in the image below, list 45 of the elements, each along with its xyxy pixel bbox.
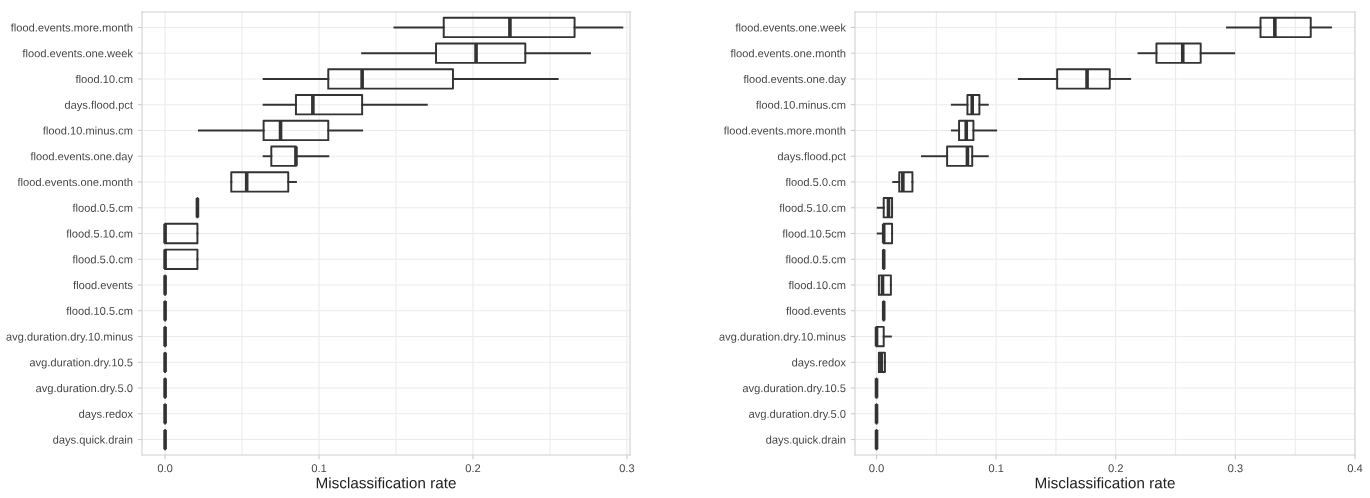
- y-tick-label: flood.events.one.day: [30, 152, 133, 163]
- x-tick-label: 0.3: [1228, 464, 1243, 473]
- x-tick-label: 0.3: [619, 464, 635, 473]
- x-axis-title: Misclassification rate: [316, 477, 456, 489]
- x-tick-label: 0.1: [311, 464, 327, 473]
- y-tick-label: flood.0.5.cm: [785, 255, 846, 264]
- y-tick-label: avg.duration.dry.10.5: [29, 358, 133, 369]
- y-tick-label: days.quick.drain: [766, 435, 846, 446]
- y-tick-label: avg.duration.dry.5.0: [749, 409, 846, 421]
- y-tick-label: days.flood.pct: [777, 152, 846, 163]
- y-tick-label: avg.duration.dry.10.minus: [6, 332, 133, 343]
- y-tick-label: flood.10.cm: [788, 280, 846, 290]
- y-tick-label: flood.events.one.week: [22, 49, 133, 58]
- x-tick-label: 0.2: [1108, 464, 1123, 473]
- y-tick-label: flood.events.one.month: [17, 177, 133, 187]
- y-tick-label: flood.events.more.month: [723, 126, 846, 135]
- y-tick-label: flood.10.minus.cm: [42, 126, 133, 135]
- y-tick-label: flood.events.one.month: [730, 49, 846, 58]
- y-tick-label: flood.events: [786, 306, 846, 315]
- y-tick-label: flood.5.0.cm: [72, 255, 133, 264]
- y-tick-label: flood.events.more.month: [10, 23, 133, 32]
- y-tick-label: avg.duration.dry.10.minus: [719, 332, 846, 343]
- y-tick-label: days.quick.drain: [53, 435, 133, 446]
- y-tick-label: days.flood.pct: [64, 100, 133, 112]
- y-tick-label: avg.duration.dry.5.0: [36, 384, 133, 395]
- x-tick-label: 0.2: [465, 464, 481, 473]
- y-tick-label: flood.0.5.cm: [72, 203, 133, 212]
- x-tick-label: 0.0: [157, 464, 173, 473]
- x-tick-label: 0.0: [869, 464, 884, 473]
- y-tick-label: flood.events: [73, 280, 133, 290]
- y-tick-label: flood.events.one.week: [735, 23, 846, 32]
- y-tick-label: flood.5.0.cm: [785, 177, 846, 187]
- y-tick-label: flood.10.5.cm: [66, 306, 133, 315]
- y-tick-label: flood.events.one.day: [743, 74, 846, 86]
- y-tick-label: flood.10.minus.cm: [755, 100, 846, 109]
- y-tick-label: flood.10.5cm: [782, 229, 846, 238]
- y-tick-label: flood.5.10.cm: [66, 229, 133, 238]
- y-tick-label: avg.duration.dry.10.5: [742, 384, 846, 395]
- y-tick-label: flood.10.cm: [75, 74, 133, 84]
- y-tick-label: flood.5.10.cm: [779, 203, 846, 212]
- y-tick-label: days.redox: [79, 409, 133, 421]
- y-tick-label: days.redox: [792, 358, 846, 369]
- x-axis-title: Misclassification rate: [1035, 477, 1175, 489]
- x-tick-label: 0.4: [1347, 464, 1363, 473]
- x-tick-label: 0.1: [988, 464, 1004, 473]
